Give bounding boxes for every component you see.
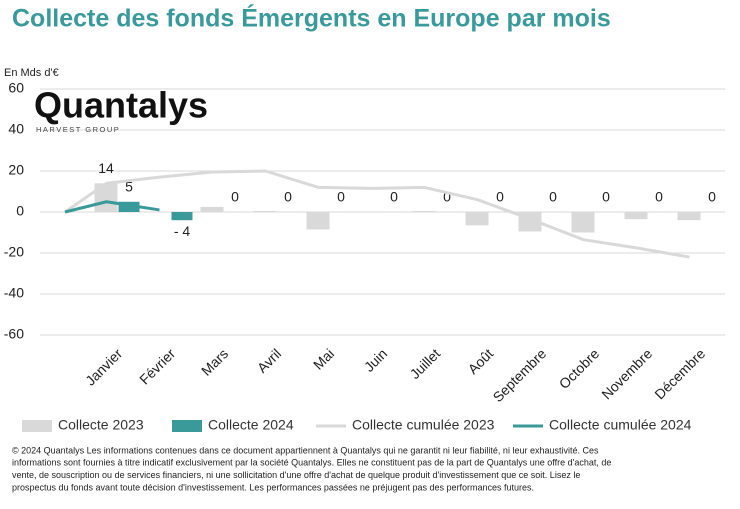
bar [118, 201, 140, 212]
bar [571, 212, 595, 233]
x-tick-label: Février [136, 345, 178, 387]
legend-swatch [172, 420, 202, 432]
data-label: 0 [390, 189, 398, 205]
legend-label: Collecte 2023 [58, 417, 144, 433]
data-label: 0 [231, 189, 239, 205]
x-tick-label: Novembre [598, 345, 655, 402]
legend-label: Collecte cumulée 2023 [352, 417, 495, 433]
x-tick-label: Octobre [556, 345, 603, 392]
line [64, 200, 160, 214]
logo: Quantalys [34, 85, 208, 126]
bar [412, 210, 436, 212]
x-tick-label: Septembre [490, 345, 550, 405]
y-axis-label: En Mds d'€ [4, 67, 59, 79]
x-tick-label: Août [465, 345, 497, 377]
y-tick-label: 0 [16, 203, 24, 219]
bar [624, 212, 648, 220]
bar [465, 212, 489, 226]
x-tick-label: Juillet [407, 345, 444, 382]
legend-swatch [22, 420, 52, 432]
data-label: 0 [602, 189, 610, 205]
bar [171, 212, 193, 221]
y-tick-label: -60 [4, 326, 24, 342]
y-tick-label: 20 [8, 162, 24, 178]
data-label: 0 [443, 189, 451, 205]
data-label: 14 [98, 160, 114, 176]
legend-label: Collecte 2024 [208, 417, 294, 433]
chart-title: Collecte des fonds Émergents en Europe p… [12, 4, 611, 33]
data-label: 0 [284, 189, 292, 205]
footer-text: prospectus du fonds avant toute décision… [12, 482, 534, 492]
bar [253, 210, 277, 212]
y-tick-label: 40 [8, 121, 24, 137]
data-label: - 4 [174, 223, 191, 239]
y-tick-label: -20 [4, 244, 24, 260]
footer-text: © 2024 Quantalys Les informations conten… [12, 445, 599, 455]
x-tick-label: Décembre [651, 345, 708, 402]
data-label: 0 [496, 189, 504, 205]
y-tick-label: -40 [4, 285, 24, 301]
data-label: 0 [337, 189, 345, 205]
footer-text: vente, de souscription ou de services fi… [12, 470, 580, 480]
bar [200, 206, 224, 212]
y-tick-label: 60 [8, 80, 24, 96]
legend-label: Collecte cumulée 2024 [549, 417, 692, 433]
bar [306, 212, 330, 230]
data-label: 0 [549, 189, 557, 205]
data-label: 0 [708, 189, 716, 205]
x-tick-label: Mai [310, 345, 337, 372]
line [64, 169, 690, 259]
footer-text: informations sont fournies à titre indic… [12, 458, 611, 468]
bar [677, 212, 701, 221]
x-tick-label: Mars [198, 345, 231, 378]
x-tick-label: Avril [254, 345, 284, 375]
logo-tagline: HARVEST GROUP [36, 125, 120, 134]
data-label: 0 [655, 189, 663, 205]
x-tick-label: Janvier [82, 345, 125, 388]
data-label: 5 [125, 178, 133, 194]
x-tick-label: Juin [361, 345, 390, 374]
